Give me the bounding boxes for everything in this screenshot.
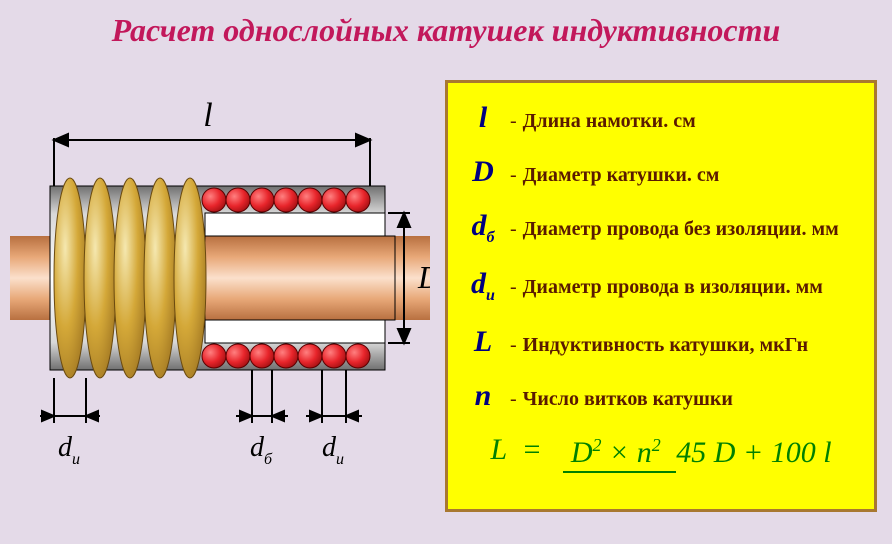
label-length: l [203,97,212,134]
legend-row: L - Индуктивность катушки, мкГн [462,325,860,359]
legend-desc: Диаметр провода без изоляции. мм [523,218,839,241]
legend-symbol: dб [462,209,504,247]
label-d-iso-left: dи [58,432,80,468]
dim-wire-iso-right [306,370,362,423]
legend-row: n - Число витков катушки [462,379,860,413]
dash: - [510,276,517,299]
label-d-iso-right: dи [322,432,344,468]
dash: - [510,334,517,357]
formula-lhs: L [490,433,506,466]
dash: - [510,164,517,187]
legend-desc: Диаметр провода в изоляции. мм [523,276,823,299]
legend-symbol: D [462,155,504,189]
legend-symbol: l [462,101,504,135]
formula: L = D2 × n2 45 D + 100 l [462,433,860,470]
formula-fraction: D2 × n2 45 D + 100 l [563,435,832,470]
label-diameter: D [417,259,430,295]
formula-numerator: D2 × n2 [563,436,676,473]
legend-symbol: dи [462,267,504,305]
legend-row: l - Длина намотки. см [462,101,860,135]
legend-desc: Диаметр катушки. см [523,164,720,187]
dash: - [510,110,517,133]
page-title: Расчет однослойных катушек индуктивности [0,12,892,49]
coil-diagram: l D dи dб dи [10,78,430,488]
legend-desc: Длина намотки. см [523,110,696,133]
legend-row: D - Диаметр катушки. см [462,155,860,189]
legend-symbol: n [462,379,504,413]
dim-wire-iso-left [40,378,100,423]
dash: - [510,388,517,411]
gold-windings [54,178,206,378]
legend-row: dи - Диаметр провода в изоляции. мм [462,267,860,305]
formula-denominator: 45 D + 100 l [676,434,831,469]
dim-wire-bare [236,370,288,423]
legend-symbol: L [462,325,504,359]
dash: - [510,218,517,241]
legend-desc: Индуктивность катушки, мкГн [523,334,809,357]
label-d-bare: dб [250,432,273,468]
diagram-svg: l D dи dб dи [10,78,430,488]
legend-panel: l - Длина намотки. см D - Диаметр катушк… [445,80,877,512]
legend-desc: Число витков катушки [523,388,733,411]
legend-row: dб - Диаметр провода без изоляции. мм [462,209,860,247]
